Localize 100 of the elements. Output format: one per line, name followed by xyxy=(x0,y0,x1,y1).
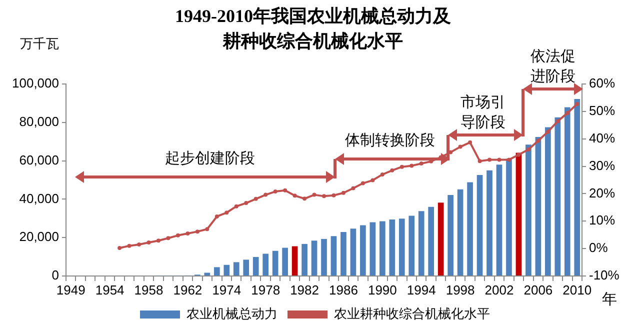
point xyxy=(292,194,297,198)
point xyxy=(283,188,288,192)
bar xyxy=(438,202,444,276)
annotation: 市场引导阶段 xyxy=(460,93,506,133)
x-tick-label: 1978 xyxy=(251,282,280,298)
bar xyxy=(448,194,454,276)
point xyxy=(322,194,326,198)
bar xyxy=(389,220,396,276)
x-tick-label: 2010 xyxy=(562,282,592,298)
bar xyxy=(224,264,230,276)
bar xyxy=(252,256,259,276)
y-tick-label: 80,000 xyxy=(19,114,59,129)
point xyxy=(244,201,248,206)
bar xyxy=(418,211,424,276)
point xyxy=(370,178,375,182)
point xyxy=(468,140,472,144)
bar xyxy=(564,107,570,276)
point xyxy=(118,246,122,250)
point xyxy=(214,214,219,218)
bar xyxy=(535,136,542,276)
point xyxy=(351,186,356,190)
y2-tick-label: 50% xyxy=(589,103,616,118)
point xyxy=(410,164,414,168)
y2-tick-label: 60% xyxy=(589,76,616,91)
point xyxy=(156,238,160,243)
y2-tick-label: 0% xyxy=(589,240,608,256)
point xyxy=(176,233,180,238)
bar xyxy=(350,228,356,276)
bar xyxy=(496,164,502,276)
bar xyxy=(457,189,464,276)
bar xyxy=(554,117,561,276)
x-tick-label: 2006 xyxy=(524,282,553,298)
chart-title: 1949-2010年我国农业机械总动力及耕种收综合机械化水平 xyxy=(174,5,452,53)
annotation: 依法促进阶段 xyxy=(530,47,576,87)
bar xyxy=(398,218,405,276)
point xyxy=(166,236,170,240)
bar xyxy=(272,250,278,276)
bar xyxy=(292,246,298,276)
y-tick-label: 40,000 xyxy=(19,190,59,206)
legend-label: 农业耕种收综合机械化水平 xyxy=(334,306,490,322)
bar xyxy=(302,244,308,276)
point xyxy=(146,240,151,245)
y2-tick-label: 10% xyxy=(589,212,616,228)
point xyxy=(127,244,132,248)
point xyxy=(565,111,570,116)
legend-label: 农业机械总动力 xyxy=(186,306,278,322)
bar xyxy=(526,144,532,276)
bar xyxy=(360,225,366,276)
y2-tick-label: 30% xyxy=(589,158,616,173)
bar xyxy=(243,260,250,276)
point xyxy=(312,192,316,197)
bar xyxy=(574,98,580,276)
bar xyxy=(340,232,346,276)
point xyxy=(302,196,307,201)
x-tick-label: 1958 xyxy=(134,282,164,298)
bar xyxy=(408,216,415,276)
point xyxy=(137,242,142,246)
bar xyxy=(428,206,434,276)
point xyxy=(224,210,229,215)
point xyxy=(488,158,492,162)
point xyxy=(390,168,394,172)
annotation: 起步创建阶段 xyxy=(164,149,256,169)
point xyxy=(205,227,210,232)
x-tick-label: 1990 xyxy=(368,282,397,298)
y-tick-label: 0 xyxy=(52,268,59,283)
x-tick-label: 1982 xyxy=(290,282,319,298)
point xyxy=(254,196,258,201)
point xyxy=(380,172,384,177)
x-tick-label: 1974 xyxy=(212,282,242,298)
x-tick-label: 1962 xyxy=(173,282,202,298)
point xyxy=(234,204,238,208)
bar xyxy=(214,267,220,276)
bar xyxy=(262,254,269,276)
bar xyxy=(379,221,386,276)
point xyxy=(556,119,560,124)
point xyxy=(575,102,580,106)
x-tick-label: 1998 xyxy=(446,282,475,298)
point xyxy=(332,193,336,198)
bar xyxy=(506,158,512,276)
x-tick-label: 1949 xyxy=(56,282,86,298)
point xyxy=(360,181,365,186)
bar xyxy=(330,236,337,276)
y-tick-label: 100,000 xyxy=(12,76,59,91)
point xyxy=(264,192,268,197)
x-tick-label: 2002 xyxy=(484,282,514,298)
bar xyxy=(516,152,522,276)
bar xyxy=(476,175,483,276)
x-tick-label: 1986 xyxy=(329,282,358,298)
y2-tick-label: 20% xyxy=(589,185,616,200)
x-tick-label: 1994 xyxy=(406,282,436,298)
y-tick-label: 60,000 xyxy=(19,152,59,168)
x-axis-title: 年 xyxy=(602,290,617,310)
point xyxy=(516,152,521,157)
point xyxy=(341,190,346,195)
bar xyxy=(321,238,327,276)
y2-tick-label: 40% xyxy=(589,130,616,146)
annotation: 体制转换阶段 xyxy=(344,131,436,151)
bar xyxy=(233,262,240,276)
point xyxy=(478,159,482,164)
point xyxy=(546,130,550,134)
